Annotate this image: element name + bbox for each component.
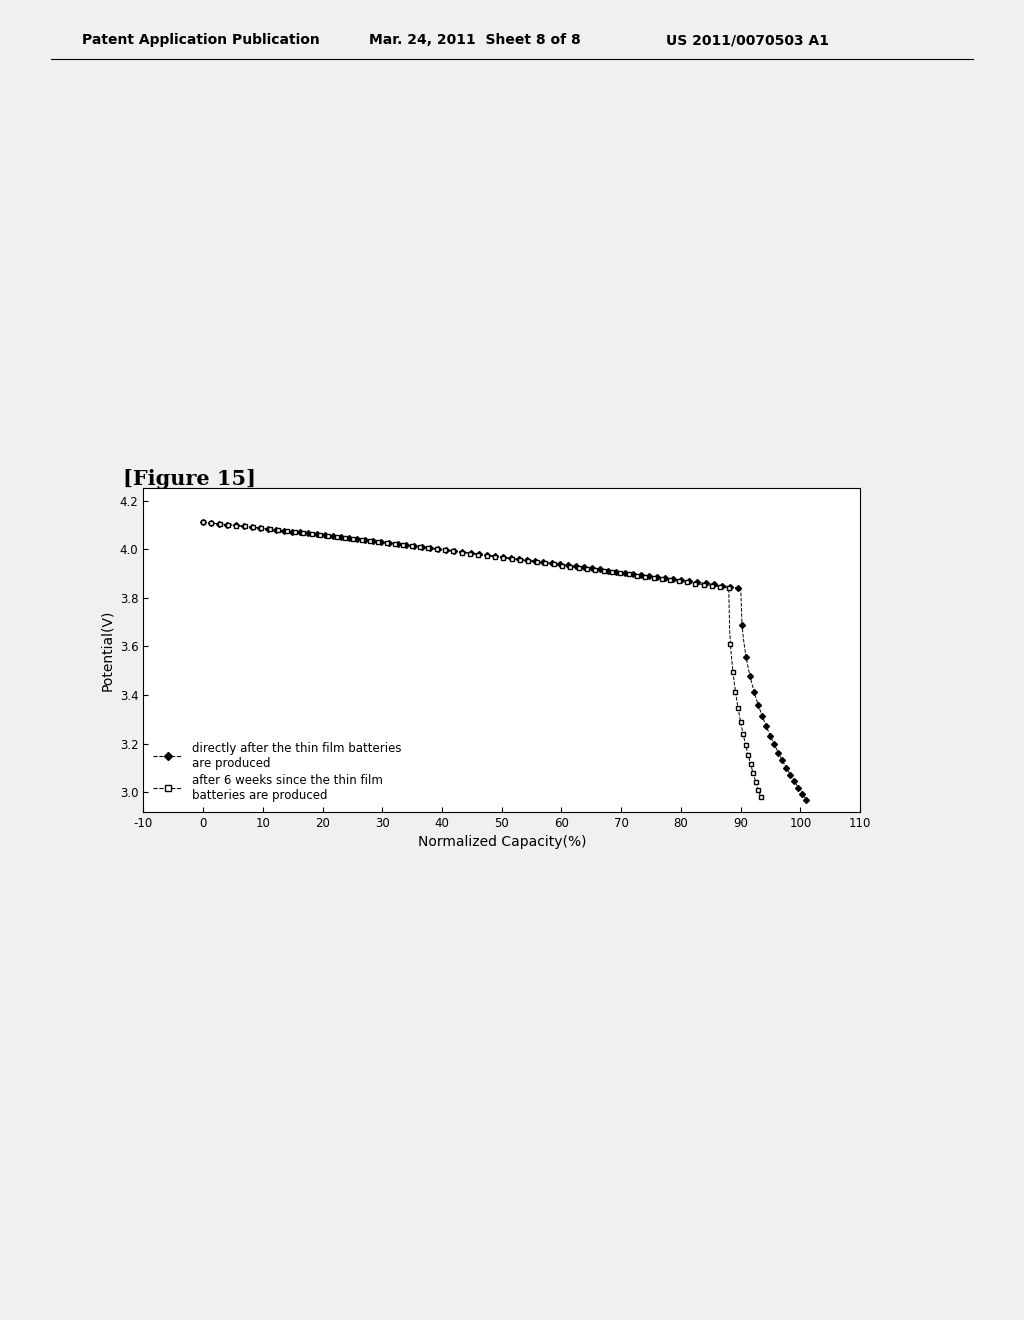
Text: US 2011/0070503 A1: US 2011/0070503 A1 [666,33,828,48]
Legend: directly after the thin film batteries
are produced, after 6 weeks since the thi: directly after the thin film batteries a… [150,738,404,807]
X-axis label: Normalized Capacity(%): Normalized Capacity(%) [418,836,586,849]
Text: [Figure 15]: [Figure 15] [123,469,256,488]
Text: Mar. 24, 2011  Sheet 8 of 8: Mar. 24, 2011 Sheet 8 of 8 [369,33,581,48]
Y-axis label: Potential(V): Potential(V) [100,610,115,690]
Text: Patent Application Publication: Patent Application Publication [82,33,319,48]
